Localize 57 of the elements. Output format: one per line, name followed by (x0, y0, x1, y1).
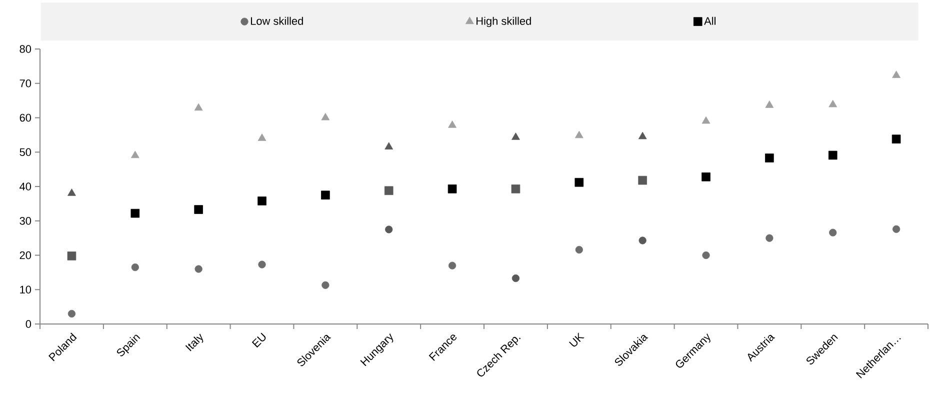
x-tick-label: UK (568, 332, 584, 347)
point (828, 150, 838, 160)
point (892, 70, 900, 78)
point (511, 184, 520, 194)
point (384, 186, 394, 196)
y-tick-label: 60 (20, 114, 32, 122)
point (67, 252, 76, 260)
point (448, 120, 456, 128)
y-tick-label: 0 (26, 320, 32, 328)
point (766, 234, 774, 242)
point (828, 100, 838, 108)
x-tick-label: EU (252, 332, 266, 348)
point (130, 150, 140, 158)
point (765, 154, 774, 162)
y-tick-label: 10 (20, 286, 32, 294)
point (385, 226, 393, 234)
point (321, 112, 330, 120)
point (68, 310, 76, 318)
y-tick-label: 30 (20, 217, 32, 225)
point (638, 176, 647, 185)
point (512, 132, 520, 140)
point (131, 263, 139, 272)
point (322, 281, 330, 289)
point (448, 262, 456, 270)
point (765, 100, 774, 108)
y-tick-label: 40 (20, 182, 32, 190)
point (194, 103, 203, 111)
point (892, 225, 900, 233)
point (702, 251, 710, 260)
point (194, 205, 203, 214)
x-tick-label: Italy (185, 334, 204, 352)
point (258, 196, 266, 206)
point (574, 130, 584, 138)
point (702, 172, 710, 182)
point (194, 265, 202, 273)
point (258, 134, 266, 141)
point (574, 178, 584, 187)
point (384, 142, 394, 150)
y-tick-label: 70 (20, 80, 32, 88)
y-tick-label: 20 (20, 251, 32, 260)
point (130, 208, 140, 218)
point (575, 246, 583, 254)
y-tick-label: 80 (20, 45, 32, 53)
point (638, 236, 646, 244)
point (702, 116, 710, 124)
legend-label: All (704, 16, 716, 25)
point (448, 184, 457, 194)
point (321, 190, 330, 200)
point (512, 274, 520, 282)
point (638, 132, 647, 140)
point (258, 260, 266, 268)
legend-label: Low skilled (250, 16, 303, 25)
point (892, 134, 901, 144)
legend-label: High skilled (476, 16, 531, 28)
point (829, 228, 837, 236)
y-tick-label: 50 (20, 148, 32, 156)
point (68, 188, 76, 196)
